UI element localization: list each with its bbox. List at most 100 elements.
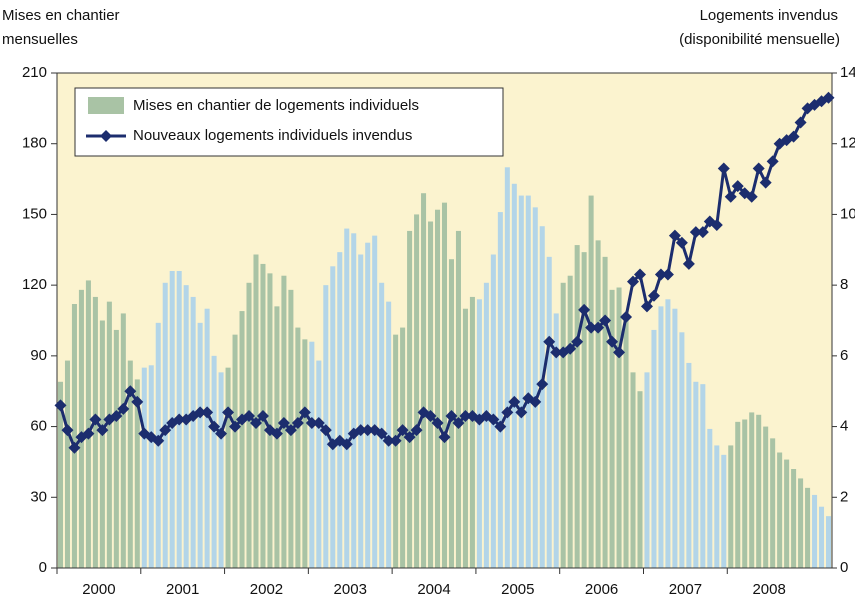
bar bbox=[651, 329, 657, 568]
y2-tick-label: 0 bbox=[840, 559, 848, 576]
bar bbox=[511, 183, 517, 569]
point bbox=[152, 434, 165, 447]
point bbox=[620, 310, 633, 323]
point bbox=[487, 413, 500, 426]
bar bbox=[812, 494, 818, 568]
point bbox=[731, 180, 744, 193]
bar bbox=[99, 320, 105, 568]
bar bbox=[798, 478, 804, 568]
point bbox=[319, 424, 332, 437]
bar bbox=[148, 365, 154, 568]
bar bbox=[204, 308, 210, 568]
bar bbox=[64, 360, 70, 568]
bar bbox=[246, 282, 252, 568]
bar bbox=[462, 308, 468, 568]
bar bbox=[504, 167, 510, 569]
point bbox=[438, 431, 451, 444]
point bbox=[117, 402, 130, 415]
point bbox=[424, 409, 437, 422]
bar bbox=[567, 275, 573, 568]
point bbox=[501, 406, 514, 419]
x-tick-label: 2003 bbox=[334, 581, 367, 598]
y2-tick-label: 14 bbox=[840, 64, 855, 81]
bar bbox=[211, 355, 217, 568]
point bbox=[745, 190, 758, 203]
bar bbox=[302, 339, 308, 568]
bar bbox=[721, 454, 727, 568]
bar bbox=[365, 242, 371, 568]
bar bbox=[553, 313, 559, 568]
bar bbox=[819, 506, 825, 568]
point bbox=[759, 176, 772, 189]
point bbox=[229, 420, 242, 433]
point bbox=[571, 335, 584, 348]
bar bbox=[784, 459, 790, 568]
point bbox=[382, 434, 395, 447]
point bbox=[159, 424, 172, 437]
bar bbox=[532, 207, 538, 568]
point bbox=[766, 155, 779, 168]
point bbox=[682, 257, 695, 270]
bar bbox=[637, 391, 643, 568]
bar bbox=[490, 254, 496, 568]
x-tick-label: 2001 bbox=[166, 581, 199, 598]
point bbox=[668, 229, 681, 242]
bar bbox=[595, 240, 601, 568]
bar bbox=[309, 341, 315, 568]
bar bbox=[141, 367, 147, 568]
y2-tick-label: 8 bbox=[840, 276, 848, 293]
y2-tick-label: 6 bbox=[840, 347, 848, 364]
point bbox=[627, 275, 640, 288]
point bbox=[794, 116, 807, 129]
y-tick-label: 120 bbox=[22, 276, 47, 293]
point bbox=[459, 409, 472, 422]
bar bbox=[379, 282, 385, 568]
bar bbox=[658, 306, 664, 568]
bar bbox=[225, 367, 231, 568]
bar bbox=[672, 308, 678, 568]
point bbox=[340, 438, 353, 451]
y-tick-label: 30 bbox=[30, 488, 47, 505]
y2-tick-label: 12 bbox=[840, 135, 855, 152]
point bbox=[536, 378, 549, 391]
point bbox=[312, 417, 325, 430]
point bbox=[96, 424, 109, 437]
bar bbox=[735, 421, 741, 568]
bar bbox=[623, 313, 629, 568]
point bbox=[696, 226, 709, 239]
bar bbox=[483, 282, 489, 568]
bar bbox=[714, 445, 720, 568]
x-tick-label: 2006 bbox=[585, 581, 618, 598]
legend-box bbox=[74, 87, 504, 157]
bar bbox=[686, 362, 692, 568]
bar bbox=[609, 289, 615, 568]
point bbox=[208, 420, 221, 433]
bar bbox=[120, 313, 126, 568]
bar bbox=[825, 516, 832, 568]
bar bbox=[414, 214, 420, 568]
point bbox=[403, 431, 416, 444]
x-tick-label: 2004 bbox=[417, 581, 450, 598]
point bbox=[354, 424, 367, 437]
bar bbox=[602, 256, 608, 568]
bar bbox=[239, 311, 245, 568]
bar bbox=[330, 266, 336, 568]
point bbox=[787, 130, 800, 143]
point bbox=[396, 424, 409, 437]
point bbox=[640, 300, 653, 313]
bar bbox=[756, 414, 762, 568]
bar bbox=[218, 372, 224, 568]
point bbox=[654, 268, 667, 281]
point bbox=[173, 413, 186, 426]
bar bbox=[71, 304, 77, 568]
bar bbox=[581, 252, 587, 568]
bar bbox=[85, 280, 91, 568]
point bbox=[515, 406, 528, 419]
legend-label: Nouveaux logements individuels invendus bbox=[133, 127, 412, 144]
point bbox=[494, 420, 507, 433]
point bbox=[215, 427, 228, 440]
y-tick-label: 150 bbox=[22, 205, 47, 222]
bar bbox=[113, 329, 119, 568]
bar bbox=[665, 299, 671, 568]
bar bbox=[106, 301, 112, 568]
